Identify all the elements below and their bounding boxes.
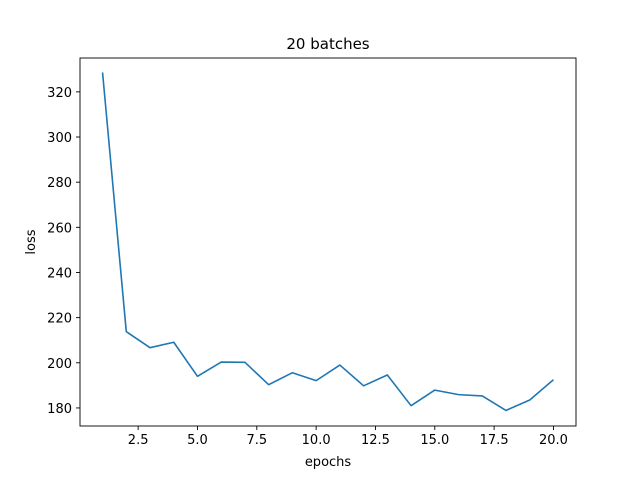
y-axis-label: loss xyxy=(24,229,39,254)
y-tick-label: 280 xyxy=(47,176,72,191)
x-tick-label: 7.5 xyxy=(246,433,267,448)
axes-frame xyxy=(79,57,577,427)
y-tick-label: 300 xyxy=(47,131,72,146)
x-tick-label: 5.0 xyxy=(187,433,208,448)
plot-area: 2.5 5.0 7.5 10.0 12.5 15.0 17.5 20.0 180 200 220 24… xyxy=(47,57,577,448)
y-tick-label: 260 xyxy=(47,221,72,236)
y-tick-label: 180 xyxy=(47,402,72,417)
x-axis-label: epochs xyxy=(305,455,352,470)
x-tick-label: 12.5 xyxy=(361,433,390,448)
x-tick-label: 10.0 xyxy=(302,433,331,448)
x-tick-label: 20.0 xyxy=(539,433,568,448)
x-tick-label: 17.5 xyxy=(480,433,509,448)
x-tick-label: 15.0 xyxy=(420,433,449,448)
chart-title: 20 batches xyxy=(286,35,369,53)
y-tick-label: 200 xyxy=(47,357,72,372)
x-tick-label: 2.5 xyxy=(128,433,149,448)
y-tick-label: 220 xyxy=(47,312,72,327)
y-tick-label: 320 xyxy=(47,86,72,101)
y-tick-label: 240 xyxy=(47,266,72,281)
series-line-0 xyxy=(101,72,554,412)
